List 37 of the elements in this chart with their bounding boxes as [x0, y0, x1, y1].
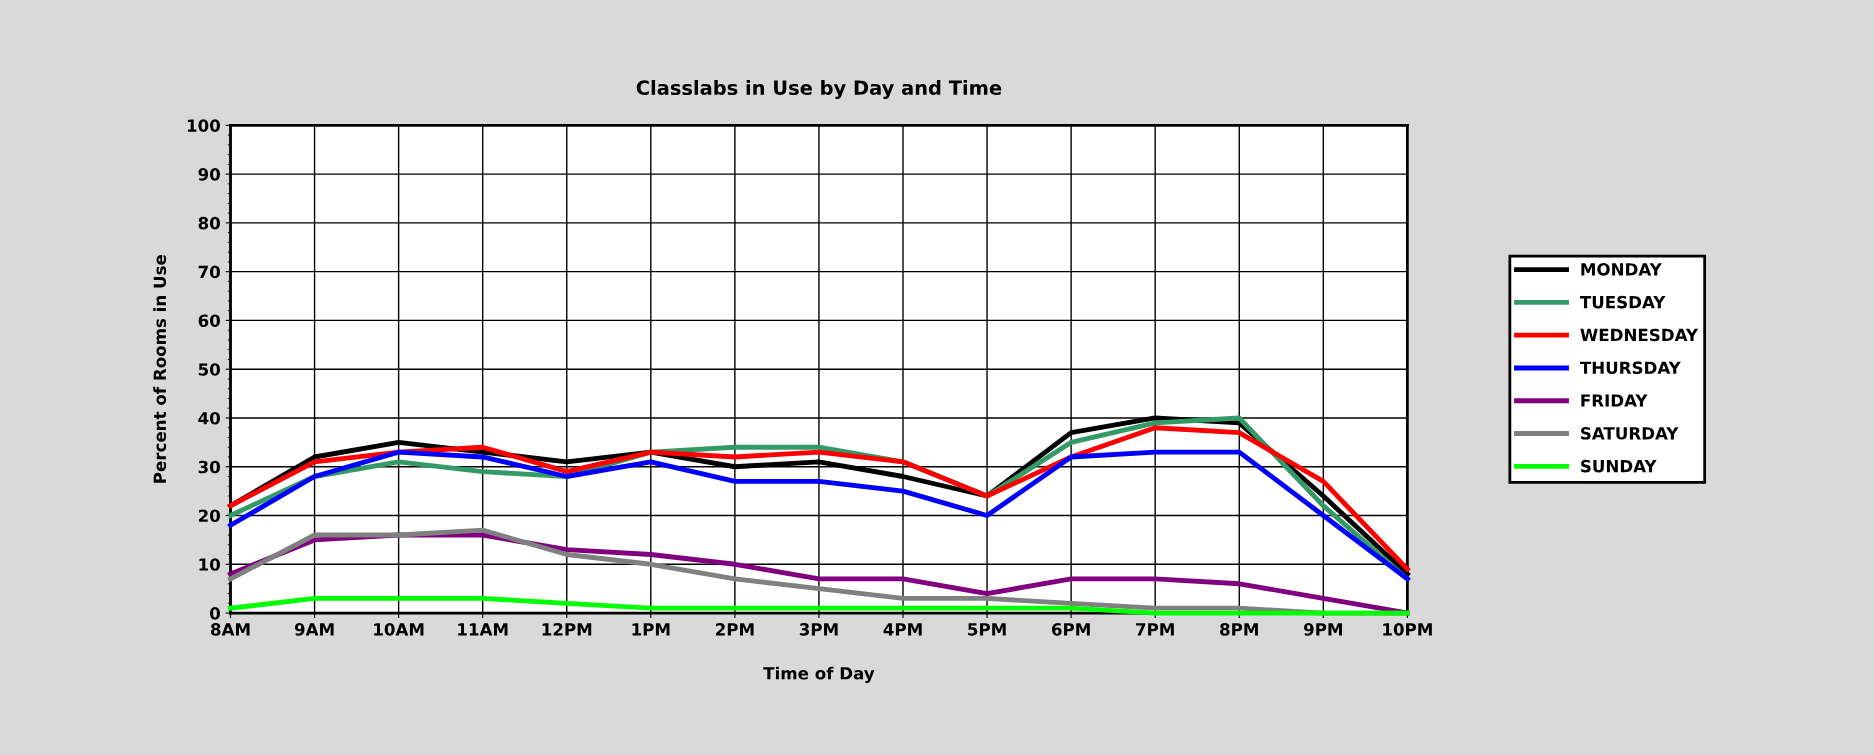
x-tick-label: 6PM	[1051, 623, 1090, 636]
x-tick-label: 5PM	[968, 623, 1006, 636]
x-tick-label: 11AM	[458, 623, 508, 636]
y-tick-label: 60	[198, 314, 220, 327]
x-axis-title: Time of Day	[763, 666, 875, 683]
legend-label: THURSDAY	[1579, 361, 1681, 375]
line-series	[228, 449, 1410, 582]
x-tick-label: 7PM	[1136, 623, 1174, 636]
x-tick-label: 8AM	[210, 623, 250, 636]
legend-label: TUESDAY	[1579, 295, 1666, 309]
y-axis-title: Percent of Rooms in Use	[153, 254, 167, 483]
x-tick-label: 3PM	[799, 623, 838, 636]
x-tick-label: 4PM	[883, 623, 922, 636]
x-tick-label: 8PM	[1220, 623, 1258, 636]
x-tick-label: 12PM	[542, 623, 592, 636]
y-tick-label: 80	[198, 216, 220, 230]
legend-label: SATURDAY	[1581, 427, 1679, 440]
x-tick-label: 9AM	[294, 623, 334, 636]
y-tick-label: 50	[198, 363, 220, 376]
x-tick-label: 1PM	[632, 623, 670, 636]
y-tick-label: 20	[198, 509, 220, 523]
legend-label: SUNDAY	[1581, 459, 1657, 473]
x-tick-label: 10AM	[374, 623, 424, 636]
legend-label: MONDAY	[1581, 263, 1662, 276]
y-tick-label: 10	[199, 558, 220, 571]
y-tick-label: 40	[198, 411, 220, 425]
y-tick-label: 30	[198, 460, 220, 474]
y-tick-label: 70	[198, 265, 220, 279]
y-tick-label: 0	[209, 607, 220, 620]
legend-label: FRIDAY	[1581, 394, 1648, 407]
x-tick-label: 2PM	[715, 623, 754, 636]
legend-label: WEDNESDAY	[1580, 328, 1699, 342]
y-tick-label: 100	[187, 119, 220, 132]
chart-title: Classlabs in Use by Day and Time	[636, 80, 1002, 99]
x-tick-label: 9PM	[1303, 623, 1342, 636]
x-tick-label: 10PM	[1383, 623, 1432, 636]
y-tick-label: 90	[198, 168, 220, 181]
